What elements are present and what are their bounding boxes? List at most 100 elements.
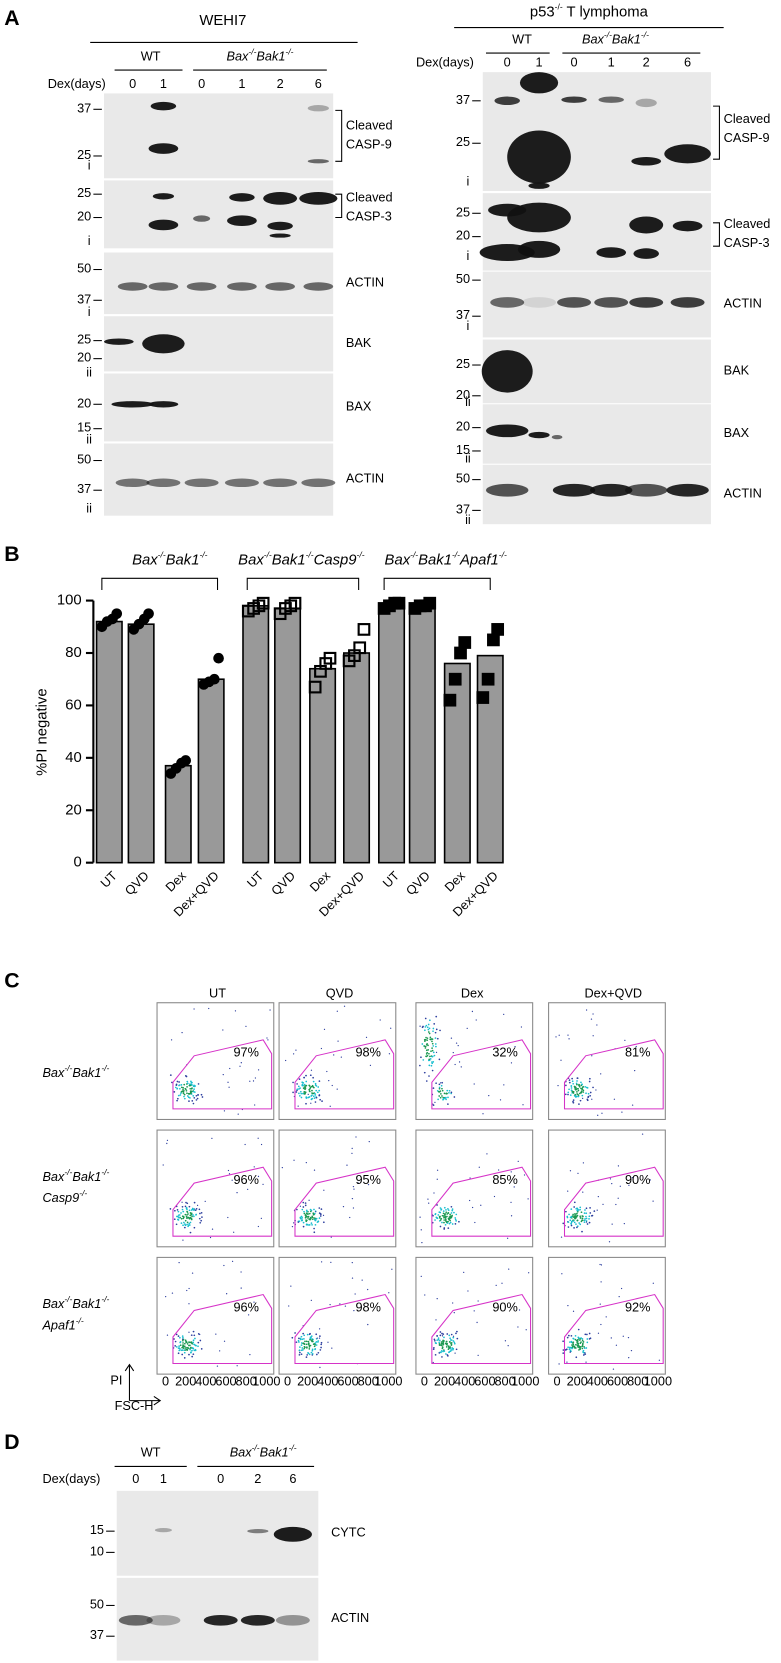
event-dot [581,1094,584,1097]
event-dot [578,1103,580,1105]
event-dot [441,1346,444,1349]
event-dot [231,1260,234,1262]
event-dot [428,1027,431,1030]
event-dot [452,1302,454,1304]
row-label: Casp9-/- [42,1188,87,1205]
event-dot [576,1226,578,1229]
event-dot [589,1212,592,1214]
event-dot [447,1355,449,1357]
event-dot [435,1216,438,1219]
event-dot [306,1354,309,1356]
event-dot [582,1354,585,1356]
event-dot [310,1222,313,1224]
data-point [308,680,322,694]
event-dot [444,1223,447,1226]
event-dot [308,1348,311,1350]
marker-label: 50 [456,471,470,486]
event-dot [635,1045,637,1048]
event-dot [443,1336,445,1339]
event-dot [304,1214,307,1216]
event-dot [183,1093,186,1096]
event-dot [574,1338,577,1341]
event-dot [351,1152,353,1155]
data-point [353,641,367,655]
event-dot [425,1049,428,1052]
blot-label: BAX [346,399,372,414]
event-dot [379,1019,381,1021]
event-dot [330,1261,332,1264]
event-dot [192,1102,195,1105]
band [551,435,563,440]
event-dot [186,1086,188,1088]
event-dot [434,1101,436,1104]
event-dot [182,1088,184,1091]
event-dot [517,1326,519,1328]
event-dot [577,1172,579,1175]
event-dot [312,1095,315,1098]
event-dot [299,1095,301,1097]
event-dot [189,1084,192,1087]
marker-label: 15 [77,420,91,435]
band [148,143,179,154]
gel-label: ii [465,395,471,410]
event-dot [215,1333,217,1335]
event-dot [581,1230,583,1233]
band [265,282,295,291]
event-dot [323,1189,325,1191]
event-dot [569,1094,572,1097]
gel-label: i [88,158,91,173]
event-dot [573,1201,576,1204]
event-dot [441,1356,443,1358]
event-dot [577,1338,579,1341]
event-dot [440,1208,443,1211]
band [633,248,659,259]
y-tick-label: 0 [73,855,81,871]
event-dot [227,1216,229,1219]
event-dot [188,1287,190,1290]
row-label: Apaf1-/- [41,1316,83,1333]
event-dot [222,1029,224,1031]
panel-letter: A [4,7,19,30]
event-dot [183,1226,186,1229]
event-dot [576,1077,579,1079]
event-dot [309,1210,312,1213]
band [118,1614,153,1626]
x-tick-label: UT [380,868,403,891]
event-dot [183,1089,185,1092]
marker-label: 25 [77,186,91,201]
event-dot [441,1089,444,1092]
group-title: Bax-/-Bak1-/-Apaf1-/- [385,549,507,568]
dex-label: Dex(days) [48,76,106,91]
event-dot [450,1341,453,1344]
event-dot [178,1261,180,1264]
event-dot [456,1337,459,1340]
band [148,401,179,408]
event-dot [433,1339,436,1342]
event-dot [425,1053,428,1055]
event-dot [427,1023,430,1026]
event-dot [183,1342,186,1345]
event-dot [304,1087,307,1090]
event-dot [580,1081,582,1084]
event-dot [300,1092,303,1095]
band [146,478,181,488]
event-dot [575,1339,578,1342]
event-dot [560,1236,563,1238]
bracket [335,109,343,162]
event-dot [290,1285,292,1287]
flow-x-tick: 1000 [252,1374,280,1389]
event-dot [596,1209,598,1211]
event-dot [438,1095,441,1097]
band [240,1614,275,1626]
event-dot [319,1215,322,1217]
event-dot [567,1091,570,1094]
gel-label: i [88,304,91,319]
event-dot [318,1080,321,1083]
event-dot [433,1054,436,1057]
event-dot [314,1348,317,1350]
event-dot [577,1089,580,1092]
event-dot [443,1219,446,1221]
event-dot [303,1347,306,1350]
event-dot [200,1093,203,1096]
event-dot [301,1083,304,1086]
